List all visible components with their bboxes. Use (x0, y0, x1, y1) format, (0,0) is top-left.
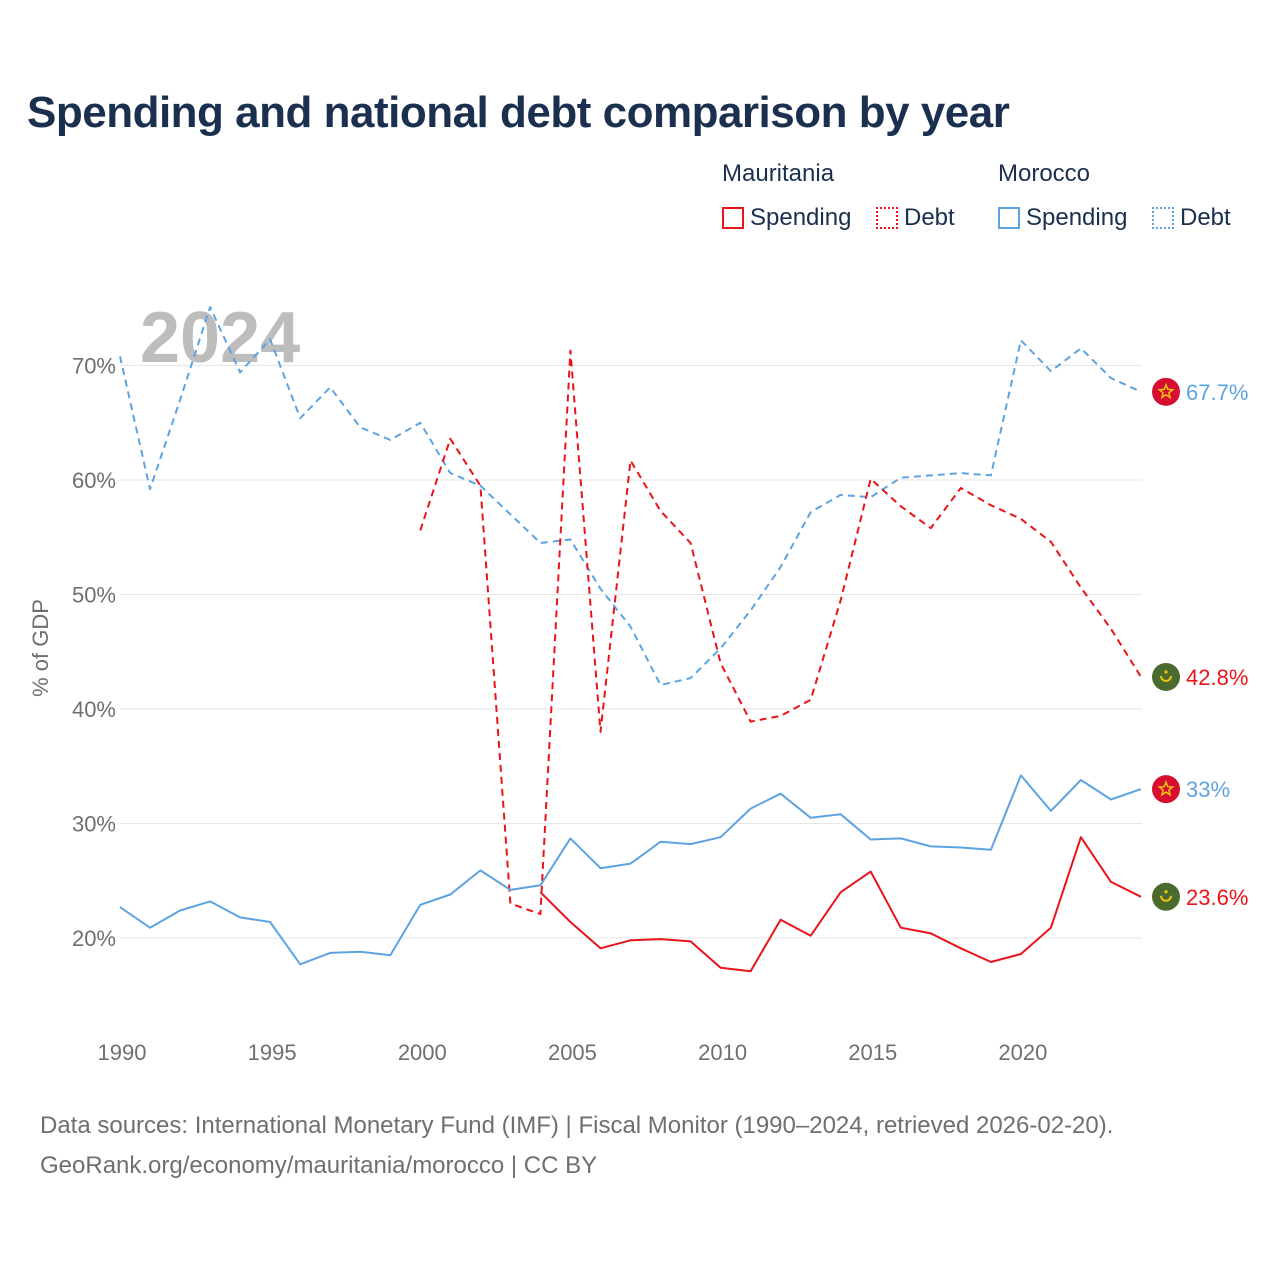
chart-title: Spending and national debt comparison by… (27, 88, 1010, 137)
series-lines (119, 306, 1142, 973)
morocco-flag-icon (1152, 775, 1180, 804)
end-value-label: 42.8% (1186, 665, 1248, 690)
mauritania-flag-icon (1152, 662, 1180, 691)
x-tick-label: 2005 (548, 1040, 597, 1065)
x-tick-label: 2015 (848, 1040, 897, 1065)
legend-label: Spending (750, 204, 852, 231)
legend-swatch-dotted (1152, 207, 1174, 229)
x-tick-label: 2000 (398, 1040, 447, 1065)
legend-item-morocco-debt[interactable]: Debt (1152, 204, 1231, 232)
y-tick-label: 30% (72, 812, 116, 837)
legend-item-mauritania-debt[interactable]: Debt (876, 204, 955, 232)
crescent-icon (1160, 675, 1172, 682)
mauritania-flag-icon (1152, 882, 1180, 911)
y-tick-label: 50% (72, 583, 116, 608)
morocco-flag-icon (1152, 377, 1180, 406)
legend-group-mauritania: Mauritania (722, 160, 835, 187)
legend-item-morocco-spending[interactable]: Spending (998, 204, 1127, 232)
star-dot-icon (1164, 670, 1168, 674)
y-tick-label: 20% (72, 926, 116, 951)
star-icon (1157, 382, 1175, 400)
year-watermark: 2024 (140, 298, 300, 378)
footer: Data sources: International Monetary Fun… (40, 1106, 1113, 1186)
x-tick-label: 2010 (698, 1040, 747, 1065)
x-tick-label: 2020 (998, 1040, 1047, 1065)
star-dot-icon (1164, 890, 1168, 894)
crescent-icon (1160, 895, 1172, 902)
end-marker-mauritania-debt: 42.8% (1152, 662, 1248, 691)
y-tick-label: 60% (72, 468, 116, 493)
star-icon (1157, 780, 1175, 797)
x-tick-label: 1995 (248, 1040, 297, 1065)
legend-item-mauritania-spending[interactable]: Spending (722, 204, 851, 232)
legend-label: Debt (1180, 204, 1231, 231)
y-tick-label: 40% (72, 697, 116, 722)
series-line-mauritania-spending[interactable] (539, 836, 1142, 973)
legend-swatch-solid (722, 207, 744, 229)
data-sources: Data sources: International Monetary Fun… (40, 1112, 1114, 1139)
end-labels: 67.7% 42.8% 33% 23.6% (1152, 377, 1248, 911)
y-axis-ticks: 20% 30% 40% 50% 60% 70% (72, 354, 116, 952)
legend-group-morocco: Morocco (998, 160, 1091, 187)
end-marker-morocco-debt: 67.7% (1152, 377, 1248, 406)
legend-label: Spending (1026, 204, 1128, 231)
end-marker-morocco-spending: 33% (1152, 775, 1230, 804)
legend-label: Debt (904, 204, 955, 231)
line-chart: 2024 20% 30% 40% 50% 60% 70% 1990 1995 2000 2005… (28, 298, 1248, 1065)
x-axis-ticks: 1990 1995 2000 2005 2010 2015 2020 (98, 1040, 1048, 1065)
end-value-label: 23.6% (1186, 885, 1248, 910)
x-tick-label: 1990 (98, 1040, 147, 1065)
end-value-label: 67.7% (1186, 380, 1248, 405)
end-marker-mauritania-spending: 23.6% (1152, 882, 1248, 911)
series-line-mauritania-debt[interactable] (419, 349, 1142, 915)
gridlines (120, 365, 1142, 939)
legend-swatch-dotted (876, 207, 898, 229)
end-value-label: 33% (1186, 777, 1230, 802)
y-tick-label: 70% (72, 354, 116, 379)
series-line-morocco-debt[interactable] (119, 306, 1142, 686)
credit-link[interactable]: GeoRank.org/economy/mauritania/morocco |… (40, 1152, 598, 1179)
series-line-morocco-spending[interactable] (119, 774, 1142, 966)
legend-swatch-solid (998, 207, 1020, 229)
y-axis-label: % of GDP (28, 599, 53, 697)
